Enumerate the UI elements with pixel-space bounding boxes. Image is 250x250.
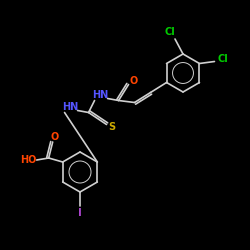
Text: HO: HO [20, 155, 37, 165]
Text: I: I [78, 208, 82, 218]
Text: Cl: Cl [217, 54, 228, 64]
Text: Cl: Cl [164, 27, 175, 37]
Text: O: O [130, 76, 138, 86]
Text: S: S [108, 122, 115, 132]
Text: HN: HN [62, 102, 79, 113]
Text: O: O [50, 132, 59, 142]
Text: HN: HN [92, 90, 109, 101]
